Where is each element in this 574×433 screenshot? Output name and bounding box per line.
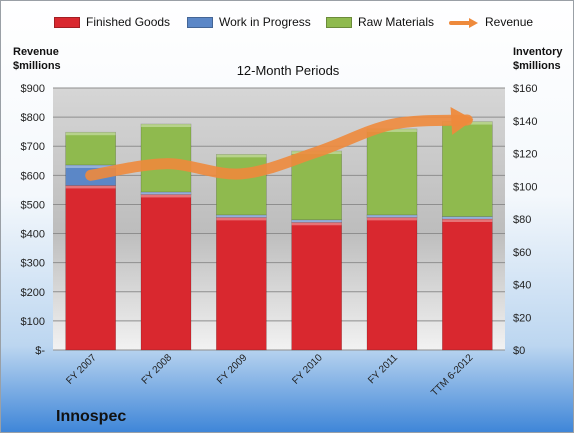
y-left-tick-label: $300: [21, 258, 45, 270]
y-right-tick-label: $60: [513, 247, 531, 259]
y-right-tick-label: $80: [513, 214, 531, 226]
bar-highlight: [216, 154, 267, 158]
y-left-tick-label: $100: [21, 316, 45, 328]
x-tick-label: FY 2011: [366, 352, 400, 386]
legend-item-revenue: Revenue: [449, 15, 533, 29]
bar-finished-goods: [442, 218, 493, 351]
y-right-axis-title: Inventory $millions: [513, 45, 563, 73]
y-left-tick-label: $500: [21, 199, 45, 211]
company-name: Innospec: [56, 408, 127, 425]
bar-highlight: [65, 185, 116, 189]
bar-stacks: [65, 121, 493, 351]
y-left-tick-label: $800: [21, 112, 45, 124]
y-left-tick-label: $600: [21, 170, 45, 182]
bar-finished-goods: [65, 185, 116, 351]
bar-highlight: [291, 222, 342, 226]
chart-legend: Finished Goods Work in Progress Raw Mate…: [1, 15, 573, 33]
bar-highlight: [291, 219, 342, 223]
bar-highlight: [442, 219, 493, 222]
bar-raw-materials: [140, 123, 192, 193]
x-tick-label: TTM 6-2012: [429, 352, 476, 399]
bar-highlight: [141, 191, 191, 195]
y-left-tick-label: $400: [21, 229, 45, 241]
y-right-tick-label: $160: [513, 83, 537, 95]
y-left-tick-label: $200: [21, 287, 45, 299]
revenue-arrowhead: [450, 106, 474, 135]
legend-label-raw-materials: Raw Materials: [358, 15, 435, 29]
bar-raw-materials: [442, 121, 493, 217]
y-right-axis-title-line-2: $millions: [513, 60, 561, 72]
y-left-tick-label: $-: [35, 345, 45, 357]
legend-swatch-work-in-progress: [187, 16, 213, 28]
y-right-tick-label: $40: [513, 280, 531, 292]
y-left-axis-title-line-2: $millions: [13, 60, 61, 72]
y-left-tick-label: $900: [21, 83, 45, 95]
bar-raw-materials: [216, 154, 267, 216]
bar-highlight: [65, 132, 116, 136]
y-right-tick-label: $0: [513, 345, 525, 357]
plot-area: [53, 88, 505, 350]
y-left-tick-label: $700: [21, 141, 45, 153]
bar-finished-goods: [140, 194, 192, 351]
bar-highlight: [65, 164, 116, 168]
legend-swatch-revenue: [449, 17, 479, 28]
x-tick-label: FY 2010: [290, 352, 325, 387]
legend-label-finished-goods: Finished Goods: [86, 15, 171, 29]
bar-finished-goods: [291, 221, 342, 351]
y-right-tick-label: $120: [513, 149, 537, 161]
legend-item-work-in-progress: Work in Progress: [187, 15, 311, 29]
bar-highlight: [367, 128, 417, 132]
bar-highlight: [216, 217, 267, 221]
x-tick-label: FY 2008: [140, 352, 175, 387]
bar-highlight: [141, 194, 191, 198]
chart-title: 12-Month Periods: [236, 63, 340, 78]
legend-label-revenue: Revenue: [485, 15, 534, 29]
legend-item-raw-materials: Raw Materials: [326, 15, 434, 29]
bar-highlight: [442, 216, 493, 219]
y-left-axis-title: Revenue $millions: [13, 45, 61, 73]
bar-highlight: [141, 124, 191, 128]
x-tick-label: FY 2007: [64, 352, 99, 387]
y-left-axis-title-line-1: Revenue: [13, 46, 59, 58]
bar-raw-materials: [366, 128, 418, 216]
gridlines: [53, 87, 505, 351]
bar-highlight: [367, 214, 417, 218]
bar-finished-goods: [216, 217, 267, 351]
legend-label-work-in-progress: Work in Progress: [219, 15, 311, 29]
legend-swatch-raw-materials: [326, 16, 352, 28]
y-right-tick-label: $20: [513, 312, 531, 324]
legend-swatch-finished-goods: [54, 16, 80, 28]
bar-finished-goods: [366, 217, 418, 351]
bar-highlight: [367, 217, 417, 221]
legend-item-finished-goods: Finished Goods: [54, 15, 170, 29]
bar-highlight: [216, 214, 267, 218]
x-tick-label: FY 2009: [215, 352, 250, 387]
revenue-line-layer: [85, 106, 474, 181]
y-right-axis-title-line-1: Inventory: [513, 46, 563, 58]
bar-raw-materials: [65, 131, 116, 166]
revenue-line: [85, 114, 473, 181]
y-right-tick-label: $100: [513, 181, 537, 193]
y-right-tick-label: $140: [513, 116, 537, 128]
